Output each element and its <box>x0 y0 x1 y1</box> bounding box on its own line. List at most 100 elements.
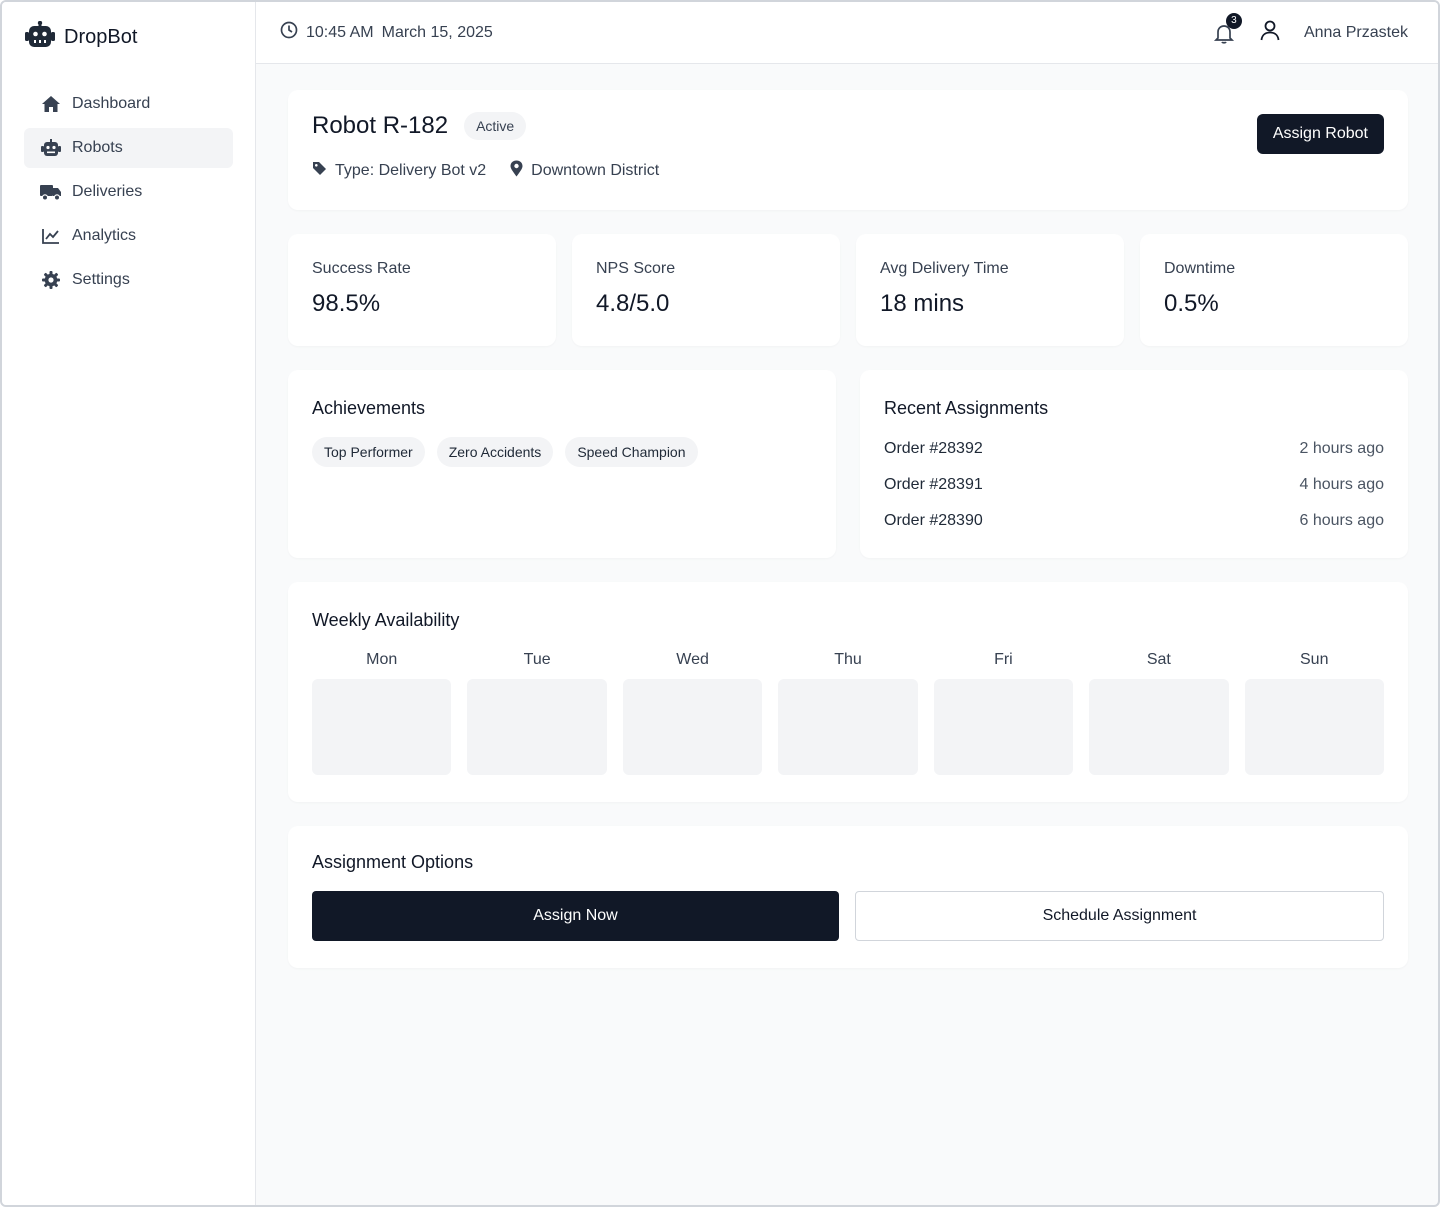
sidebar-item-label: Robots <box>72 139 123 156</box>
current-date: March 15, 2025 <box>381 23 493 41</box>
day-label: Sat <box>1146 651 1171 668</box>
robot-icon <box>24 20 56 54</box>
order-id: Order #28390 <box>884 512 983 529</box>
main-area: 10:45 AM March 15, 2025 3 <box>256 2 1438 1205</box>
stat-value: 18 mins <box>880 290 965 317</box>
stat-value: 4.8/5.0 <box>596 290 670 317</box>
content: Robot R-182 Active Type: Delivery Bot <box>256 64 1438 968</box>
stat-card-success-rate: Success Rate 98.5% <box>288 234 556 346</box>
robot-type-label: Type: Delivery Bot v2 <box>335 162 487 179</box>
day-slot[interactable] <box>1244 679 1384 775</box>
achievement-chips: Top Performer Zero Accidents Speed Champ… <box>312 437 812 467</box>
achievements-title: Achievements <box>312 398 426 418</box>
list-item[interactable]: Order #28392 2 hours ago <box>884 431 1384 467</box>
achievement-chip: Speed Champion <box>565 437 698 467</box>
stat-value: 98.5% <box>312 290 381 317</box>
tag-icon <box>312 161 327 181</box>
sidebar-item-label: Analytics <box>72 227 137 244</box>
sidebar-item-settings[interactable]: Settings <box>24 260 233 300</box>
sidebar-item-robots[interactable]: Robots <box>24 128 233 168</box>
sidebar-item-label: Dashboard <box>72 95 151 112</box>
stat-label: NPS Score <box>596 260 676 277</box>
stat-label: Downtime <box>1164 260 1236 277</box>
status-badge: Active <box>464 112 527 140</box>
list-item[interactable]: Order #28391 4 hours ago <box>884 467 1384 503</box>
user-icon[interactable] <box>1258 18 1282 47</box>
recent-assignments-title: Recent Assignments <box>884 398 1049 418</box>
sidebar-item-dashboard[interactable]: Dashboard <box>24 84 233 124</box>
assignment-options-buttons: Assign Now Schedule Assignment <box>312 891 1384 941</box>
brand[interactable]: DropBot <box>2 2 255 72</box>
sidebar-item-deliveries[interactable]: Deliveries <box>24 172 233 212</box>
order-time: 2 hours ago <box>1299 440 1384 457</box>
schedule-assignment-button[interactable]: Schedule Assignment <box>855 891 1384 941</box>
list-item[interactable]: Order #28390 6 hours ago <box>884 503 1384 539</box>
bell-icon <box>1212 24 1236 49</box>
order-time: 4 hours ago <box>1299 476 1384 493</box>
day-slot[interactable] <box>312 679 452 775</box>
day-column-wed: Wed <box>622 651 763 775</box>
sidebar-nav: Dashboard Robots <box>2 84 255 300</box>
stat-card-nps-score: NPS Score 4.8/5.0 <box>572 234 840 346</box>
day-label: Wed <box>676 651 709 668</box>
stat-card-avg-delivery-time: Avg Delivery Time 18 mins <box>856 234 1124 346</box>
home-icon <box>40 93 62 115</box>
sidebar: DropBot Dashboard <box>2 2 256 1205</box>
robot-icon <box>40 137 62 159</box>
recent-assignments-list: Order #28392 2 hours ago Order #28391 4 … <box>884 431 1384 539</box>
stat-value: 0.5% <box>1164 290 1219 317</box>
robot-header-card: Robot R-182 Active Type: Delivery Bot <box>288 90 1408 210</box>
assignment-options-card: Assignment Options Assign Now Schedule A… <box>288 826 1408 968</box>
sidebar-item-analytics[interactable]: Analytics <box>24 216 233 256</box>
day-slot[interactable] <box>933 679 1074 775</box>
robot-title: Robot R-182 <box>312 112 449 139</box>
assign-robot-button[interactable]: Assign Robot <box>1256 114 1384 154</box>
robot-location: Downtown District <box>510 160 659 182</box>
achievement-chip: Zero Accidents <box>436 437 554 467</box>
day-column-sun: Sun <box>1244 651 1384 775</box>
topbar-actions: 3 Anna Przastek <box>1212 12 1408 47</box>
sidebar-item-label: Settings <box>72 271 130 288</box>
sidebar-item-label: Deliveries <box>72 183 143 200</box>
truck-icon <box>40 181 62 203</box>
availability-title: Weekly Availability <box>312 610 460 630</box>
notifications-button[interactable]: 3 <box>1212 12 1242 45</box>
order-id: Order #28391 <box>884 476 983 493</box>
day-label: Sun <box>1300 651 1329 668</box>
stat-label: Avg Delivery Time <box>880 260 1009 277</box>
notification-badge: 3 <box>1225 12 1242 29</box>
achievement-chip: Top Performer <box>312 437 425 467</box>
day-label: Fri <box>994 651 1013 668</box>
day-slot[interactable] <box>467 679 607 775</box>
brand-name: DropBot <box>64 25 138 48</box>
day-slot[interactable] <box>622 679 763 775</box>
day-slot[interactable] <box>778 679 918 775</box>
top-bar: 10:45 AM March 15, 2025 3 <box>256 2 1438 64</box>
day-column-thu: Thu <box>778 651 918 775</box>
assign-now-button[interactable]: Assign Now <box>312 891 839 941</box>
robot-meta: Type: Delivery Bot v2 Downtown District <box>312 160 659 182</box>
recent-assignments-card: Recent Assignments Order #28392 2 hours … <box>860 370 1408 558</box>
gear-icon <box>40 269 62 291</box>
current-time: 10:45 AM <box>306 23 374 41</box>
stats-row: Success Rate 98.5% NPS Score 4.8/5.0 Avg… <box>288 234 1408 346</box>
user-name[interactable]: Anna Przastek <box>1303 23 1408 41</box>
assignment-options-title: Assignment Options <box>312 852 474 872</box>
day-label: Thu <box>834 651 862 668</box>
day-column-tue: Tue <box>467 651 607 775</box>
weekly-availability-card: Weekly Availability Mon Tue Wed <box>288 582 1408 802</box>
availability-days: Mon Tue Wed Thu <box>312 651 1384 775</box>
details-row: Achievements Top Performer Zero Accident… <box>288 370 1408 558</box>
day-column-mon: Mon <box>312 651 452 775</box>
robot-location-label: Downtown District <box>531 162 660 179</box>
stat-card-downtime: Downtime 0.5% <box>1140 234 1408 346</box>
map-pin-icon <box>510 160 523 182</box>
day-label: Tue <box>523 651 551 668</box>
achievements-card: Achievements Top Performer Zero Accident… <box>288 370 836 558</box>
stat-label: Success Rate <box>312 260 411 277</box>
day-column-fri: Fri <box>933 651 1074 775</box>
day-slot[interactable] <box>1089 679 1229 775</box>
robot-type: Type: Delivery Bot v2 <box>312 161 486 181</box>
order-id: Order #28392 <box>884 440 983 457</box>
